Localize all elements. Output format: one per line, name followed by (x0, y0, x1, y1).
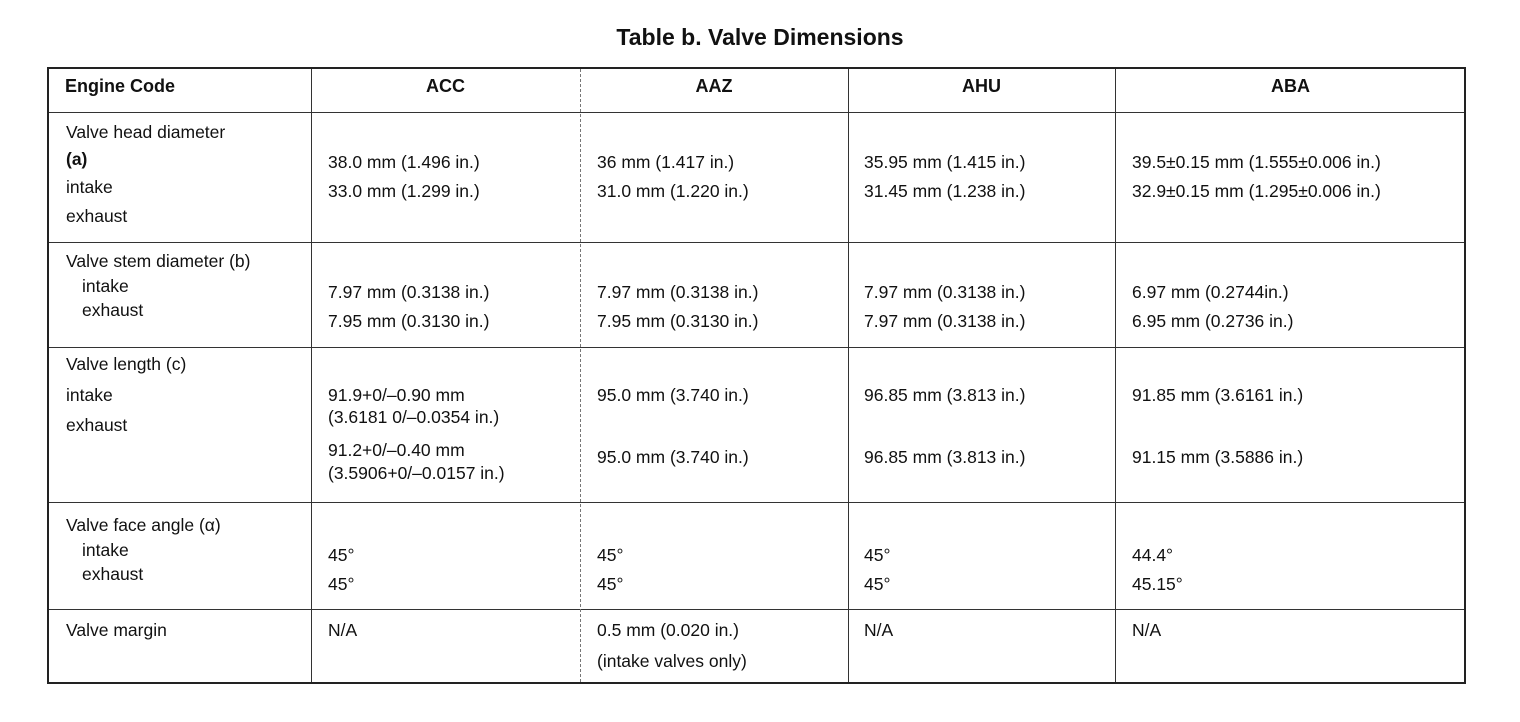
cell-value: N/A (328, 620, 358, 640)
row-label: intake (82, 276, 129, 296)
cell-value: 91.2+0/–0.40 mm (328, 440, 465, 460)
cell-value: 45° (328, 574, 355, 594)
row-divider (49, 242, 1464, 243)
cell-value: 45° (597, 574, 624, 594)
cell-value: 7.95 mm (0.3130 in.) (597, 311, 759, 331)
header-acc: ACC (426, 76, 465, 96)
cell-value: 6.97 mm (0.2744in.) (1132, 282, 1289, 302)
cell-value: 7.97 mm (0.3138 in.) (864, 282, 1026, 302)
row-label: (a) (66, 149, 88, 169)
row-divider (49, 347, 1464, 348)
cell-value: 95.0 mm (3.740 in.) (597, 385, 749, 405)
cell-value: 31.45 mm (1.238 in.) (864, 181, 1026, 201)
column-divider (311, 69, 312, 682)
cell-value: 7.97 mm (0.3138 in.) (597, 282, 759, 302)
row-label: intake (66, 385, 113, 405)
cell-value: 45° (328, 545, 355, 565)
cell-value: 32.9±0.15 mm (1.295±0.006 in.) (1132, 181, 1381, 201)
cell-value: 7.95 mm (0.3130 in.) (328, 311, 490, 331)
column-divider (580, 69, 581, 682)
cell-value: 35.95 mm (1.415 in.) (864, 152, 1026, 172)
cell-value: 7.97 mm (0.3138 in.) (328, 282, 490, 302)
row-label: Valve margin (66, 620, 167, 640)
cell-value: 95.0 mm (3.740 in.) (597, 447, 749, 467)
row-label: exhaust (82, 564, 144, 584)
cell-value: 96.85 mm (3.813 in.) (864, 385, 1026, 405)
cell-value: 33.0 mm (1.299 in.) (328, 181, 480, 201)
row-divider (49, 502, 1464, 503)
table-title: Table b. Valve Dimensions (616, 24, 904, 50)
cell-value: 45.15° (1132, 574, 1183, 594)
cell-value: 31.0 mm (1.220 in.) (597, 181, 749, 201)
column-divider (1115, 69, 1116, 682)
row-label: intake (66, 177, 113, 197)
header-aaz: AAZ (695, 76, 733, 96)
cell-value: 44.4° (1132, 545, 1174, 565)
cell-value: (3.5906+0/–0.0157 in.) (328, 463, 505, 483)
row-label: exhaust (66, 415, 128, 435)
cell-value: (3.6181 0/–0.0354 in.) (328, 407, 500, 427)
cell-value: 45° (597, 545, 624, 565)
column-divider (848, 69, 849, 682)
row-divider (49, 609, 1464, 610)
cell-value: (intake valves only) (597, 651, 747, 671)
row-label: exhaust (82, 300, 144, 320)
row-label: intake (82, 540, 129, 560)
cell-value: 96.85 mm (3.813 in.) (864, 447, 1026, 467)
row-divider (49, 112, 1464, 113)
row-label: Valve face angle (α) (66, 515, 221, 535)
cell-value: 45° (864, 574, 891, 594)
header-aba: ABA (1271, 76, 1310, 96)
row-label: exhaust (66, 206, 128, 226)
cell-value: 45° (864, 545, 891, 565)
cell-value: 91.85 mm (3.6161 in.) (1132, 385, 1304, 405)
cell-value: 91.15 mm (3.5886 in.) (1132, 447, 1304, 467)
row-label: Valve length (c) (66, 354, 187, 374)
header-ahu: AHU (962, 76, 1001, 96)
cell-value: 7.97 mm (0.3138 in.) (864, 311, 1026, 331)
cell-value: N/A (864, 620, 894, 640)
valve-dimensions-table: Engine Code ACC AAZ AHU ABA Valve head d… (47, 67, 1466, 684)
cell-value: 38.0 mm (1.496 in.) (328, 152, 480, 172)
cell-value: 91.9+0/–0.90 mm (328, 385, 465, 405)
cell-value: 6.95 mm (0.2736 in.) (1132, 311, 1294, 331)
cell-value: 39.5±0.15 mm (1.555±0.006 in.) (1132, 152, 1381, 172)
cell-value: 0.5 mm (0.020 in.) (597, 620, 739, 640)
cell-value: N/A (1132, 620, 1162, 640)
row-label: Valve stem diameter (b) (66, 251, 251, 271)
cell-value: 36 mm (1.417 in.) (597, 152, 735, 172)
row-label: Valve head diameter (66, 122, 226, 142)
header-engine-code: Engine Code (65, 76, 176, 96)
